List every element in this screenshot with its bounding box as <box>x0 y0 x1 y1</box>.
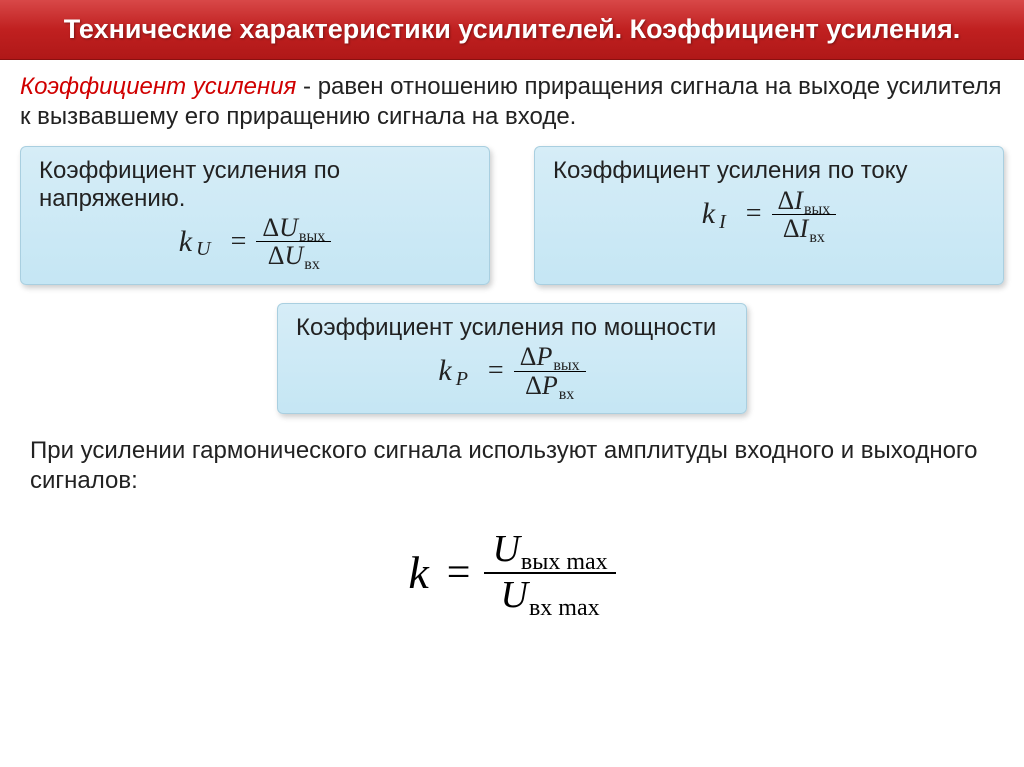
k-symbol: k <box>702 197 715 231</box>
voltage-gain-formula: kU = ΔUвых ΔUвх <box>39 214 471 270</box>
current-gain-title: Коэффициент усиления по току <box>553 157 985 185</box>
numerator: ΔUвых <box>256 214 331 241</box>
power-gain-title: Коэффициент усиления по мощности <box>296 314 728 342</box>
fraction: ΔIвых ΔIвх <box>772 187 837 243</box>
fraction: Uвых max Uвх max <box>484 528 615 618</box>
k-symbol: k <box>408 546 428 599</box>
power-gain-box: Коэффициент усиления по мощности kP = ΔP… <box>277 303 747 414</box>
denominator: ΔPвх <box>519 372 580 399</box>
denominator: ΔIвх <box>777 215 831 242</box>
k-symbol: k <box>438 354 451 388</box>
harmonic-note: При усилении гармонического сигнала испо… <box>20 436 1004 496</box>
numerator: ΔIвых <box>772 187 837 214</box>
equals-sign: = <box>488 355 504 387</box>
power-gain-formula: kP = ΔPвых ΔPвх <box>296 343 728 399</box>
numerator: Uвых max <box>484 528 615 572</box>
k-subscript: U <box>196 238 210 261</box>
denominator: ΔUвх <box>262 242 326 269</box>
slide-title: Технические характеристики усилителей. К… <box>64 14 960 44</box>
formula-row-top: Коэффициент усиления по напряжению. kU =… <box>20 146 1004 285</box>
fraction: ΔUвых ΔUвх <box>256 214 331 270</box>
numerator: ΔPвых <box>514 343 586 370</box>
definition-term: Коэффициент усиления <box>20 73 296 100</box>
k-subscript: P <box>456 368 468 391</box>
denominator: Uвх max <box>493 574 608 618</box>
definition-paragraph: Коэффициент усиления - равен отношению п… <box>20 72 1004 132</box>
equals-sign: = <box>746 198 762 230</box>
fraction: ΔPвых ΔPвх <box>514 343 586 399</box>
amplitude-gain-formula: k = Uвых max Uвх max <box>20 528 1004 618</box>
equals-sign: = <box>447 549 471 597</box>
current-gain-box: Коэффициент усиления по току kI = ΔIвых … <box>534 146 1004 285</box>
current-gain-formula: kI = ΔIвых ΔIвх <box>553 187 985 243</box>
slide-content: Коэффициент усиления - равен отношению п… <box>0 60 1024 618</box>
k-symbol: k <box>179 225 192 259</box>
voltage-gain-title: Коэффициент усиления по напряжению. <box>39 157 471 212</box>
equals-sign: = <box>231 226 247 258</box>
voltage-gain-box: Коэффициент усиления по напряжению. kU =… <box>20 146 490 285</box>
k-subscript: I <box>719 211 726 234</box>
slide-header: Технические характеристики усилителей. К… <box>0 0 1024 60</box>
